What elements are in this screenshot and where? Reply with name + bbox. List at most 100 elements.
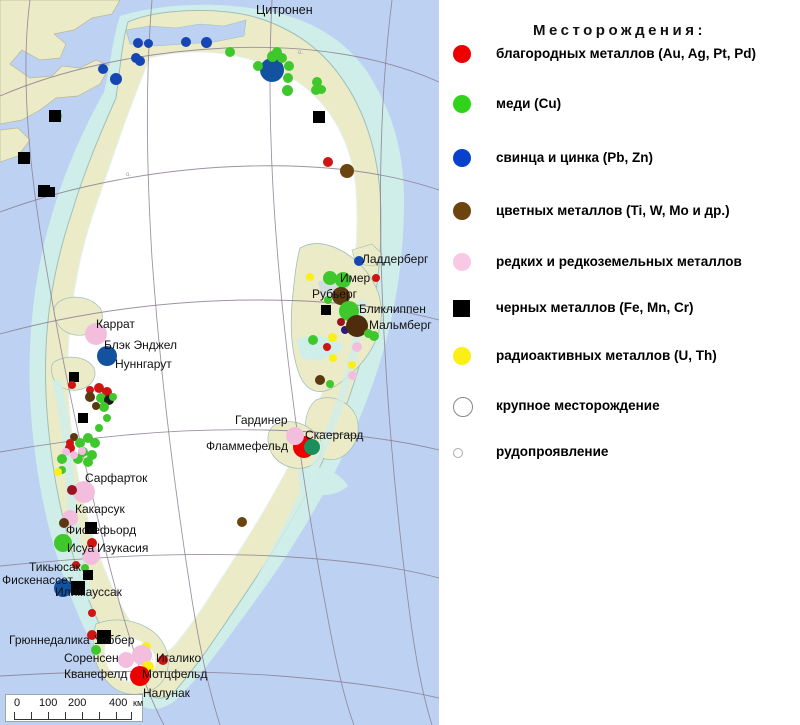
deposit-marker[interactable] [253,61,263,71]
deposit-marker[interactable] [97,346,117,366]
legend-radioactive-metals[interactable]: радиоактивных металлов (U, Th) [439,344,800,368]
deposit-marker[interactable] [78,447,86,455]
legend-large-deposit[interactable]: крупное месторождение [439,394,800,418]
deposit-marker[interactable] [75,438,85,448]
deposit-marker[interactable] [323,343,331,351]
deposit-marker[interactable] [45,187,55,197]
deposit-marker[interactable] [346,315,368,337]
deposit-marker[interactable] [86,386,94,394]
legend-rare-earth-metals[interactable]: редких и редкоземельных металлов [439,250,800,274]
deposit-marker[interactable] [71,581,85,595]
deposit-marker[interactable] [326,380,334,388]
deposit-marker[interactable] [91,645,101,655]
legend-ore-occurrence[interactable]: рудопроявление [439,440,800,464]
deposit-marker[interactable] [83,433,93,443]
deposit-marker[interactable] [327,332,337,342]
legend-copper[interactable]: меди (Cu) [439,92,800,116]
deposit-marker[interactable] [277,53,287,63]
deposit-marker[interactable] [62,448,70,456]
deposit-marker[interactable] [87,538,97,548]
deposit-marker[interactable] [284,61,294,71]
deposit-marker[interactable] [306,273,314,281]
deposit-marker[interactable] [369,331,379,341]
deposit-marker[interactable] [308,335,318,345]
deposit-marker[interactable] [54,468,62,476]
deposit-marker[interactable] [354,256,364,266]
deposit-marker[interactable] [54,579,72,597]
deposit-marker[interactable] [95,424,103,432]
deposit-marker[interactable] [73,454,83,464]
deposit-marker[interactable] [18,152,30,164]
deposit-marker[interactable] [68,381,76,389]
deposit-marker[interactable] [200,36,212,48]
deposit-marker[interactable] [143,38,153,48]
deposit-marker[interactable] [329,354,337,362]
deposit-marker[interactable] [83,457,93,467]
deposit-marker[interactable] [323,271,337,285]
deposit-marker[interactable] [118,652,134,668]
deposit-marker[interactable] [99,402,109,412]
deposit-marker[interactable] [130,666,150,686]
deposit-marker[interactable] [110,73,122,85]
legend-precious-metals[interactable]: благородных металлов (Au, Ag, Pt, Pd) [439,42,800,66]
deposit-marker[interactable] [103,414,111,422]
deposit-marker[interactable] [72,561,80,569]
legend-lead-zinc[interactable]: свинца и цинка (Pb, Zn) [439,146,800,170]
deposit-marker[interactable] [272,47,282,57]
deposit-marker[interactable] [66,439,74,447]
deposit-marker[interactable] [85,323,107,345]
deposit-marker[interactable] [312,77,322,87]
deposit-marker[interactable] [83,570,93,580]
deposit-marker[interactable] [372,274,380,282]
deposit-marker[interactable] [347,370,357,380]
deposit-marker[interactable] [70,451,78,459]
deposit-marker[interactable] [88,609,96,617]
deposit-marker[interactable] [73,481,95,503]
deposit-marker[interactable] [337,318,345,326]
deposit-marker[interactable] [323,157,333,167]
deposit-marker[interactable] [58,466,66,474]
deposit-marker[interactable] [133,38,143,48]
deposit-marker[interactable] [321,305,331,315]
deposit-marker[interactable] [67,485,77,495]
deposit-marker[interactable] [57,454,67,464]
deposit-marker[interactable] [225,47,235,57]
map-panel[interactable]: о. о. о. Цитронен Ладдерберг Имер Рубьерг Бл… [0,0,439,725]
deposit-marker[interactable] [69,372,79,382]
deposit-marker[interactable] [332,287,350,305]
deposit-marker[interactable] [96,393,106,403]
deposit-marker[interactable] [59,518,69,528]
deposit-marker[interactable] [363,328,373,338]
deposit-marker[interactable] [87,450,97,460]
deposit-marker[interactable] [81,564,89,572]
deposit-marker[interactable] [109,393,117,401]
deposit-marker[interactable] [324,296,332,304]
deposit-marker[interactable] [82,547,100,565]
deposit-marker[interactable] [266,50,278,62]
deposit-marker[interactable] [315,375,325,385]
legend-nonferrous-metals[interactable]: цветных металлов (Ti, W, Mo и др.) [439,199,800,223]
deposit-marker[interactable] [335,272,351,288]
deposit-marker[interactable] [98,64,108,74]
deposit-marker[interactable] [90,438,100,448]
deposit-marker[interactable] [313,111,325,123]
deposit-marker[interactable] [85,522,97,534]
deposit-marker[interactable] [311,85,321,95]
deposit-marker[interactable] [97,630,111,644]
deposit-marker[interactable] [135,56,145,66]
deposit-marker[interactable] [49,110,61,122]
deposit-marker[interactable] [54,534,72,552]
deposit-marker[interactable] [286,427,304,445]
deposit-marker[interactable] [78,413,88,423]
deposit-marker[interactable] [341,326,349,334]
deposit-marker[interactable] [158,655,168,665]
deposit-marker[interactable] [283,73,293,83]
deposit-marker[interactable] [94,383,104,393]
deposit-marker[interactable] [92,402,100,410]
deposit-marker[interactable] [316,84,326,94]
deposit-marker[interactable] [348,361,356,369]
deposit-marker[interactable] [65,443,75,453]
deposit-marker[interactable] [181,37,191,47]
deposit-marker[interactable] [87,630,97,640]
deposit-marker[interactable] [85,392,95,402]
